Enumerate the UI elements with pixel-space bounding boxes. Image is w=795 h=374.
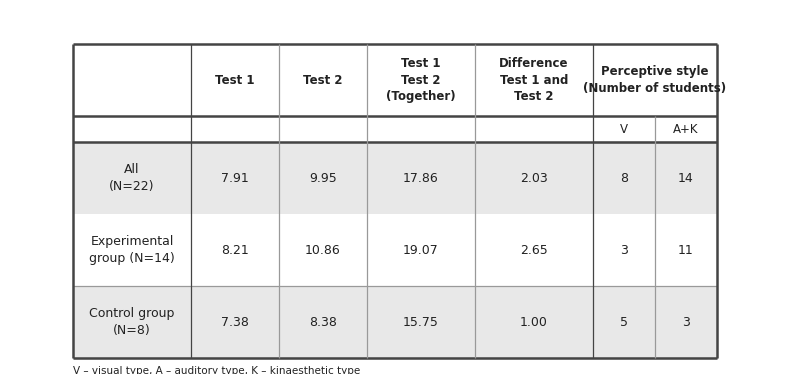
Text: 2.65: 2.65 [520,243,548,257]
Text: 5: 5 [620,316,628,328]
Text: Experimental
group (N=14): Experimental group (N=14) [89,235,175,265]
Text: 1.00: 1.00 [520,316,548,328]
Text: 8: 8 [620,172,628,184]
Text: 14: 14 [678,172,694,184]
Text: 17.86: 17.86 [403,172,439,184]
Text: Difference
Test 1 and
Test 2: Difference Test 1 and Test 2 [499,57,568,103]
Text: 15.75: 15.75 [403,316,439,328]
Text: Control group
(N=8): Control group (N=8) [89,307,175,337]
Text: 7.38: 7.38 [221,316,249,328]
Text: Test 2: Test 2 [303,74,343,86]
Text: 3: 3 [620,243,628,257]
Bar [73,18,717,116]
Text: 9.95: 9.95 [309,172,337,184]
Bar [73,286,717,358]
Text: V – visual type, A – auditory type, K – kinaesthetic type: V – visual type, A – auditory type, K – … [73,366,360,374]
Text: 11: 11 [678,243,694,257]
Text: 10.86: 10.86 [305,243,341,257]
Text: 8.38: 8.38 [309,316,337,328]
Text: 2.03: 2.03 [520,172,548,184]
Text: 19.07: 19.07 [403,243,439,257]
Text: 8.21: 8.21 [221,243,249,257]
Bar [73,214,717,286]
Text: Test 1
Test 2
(Together): Test 1 Test 2 (Together) [386,57,456,103]
Text: 3: 3 [682,316,690,328]
Text: Perceptive style
(Number of students): Perceptive style (Number of students) [584,65,727,95]
Text: 7.91: 7.91 [221,172,249,184]
Bar [73,142,717,214]
Text: V: V [620,123,628,135]
Text: All
(N=22): All (N=22) [109,163,155,193]
Text: Test 1: Test 1 [215,74,254,86]
Text: A+K: A+K [673,123,699,135]
